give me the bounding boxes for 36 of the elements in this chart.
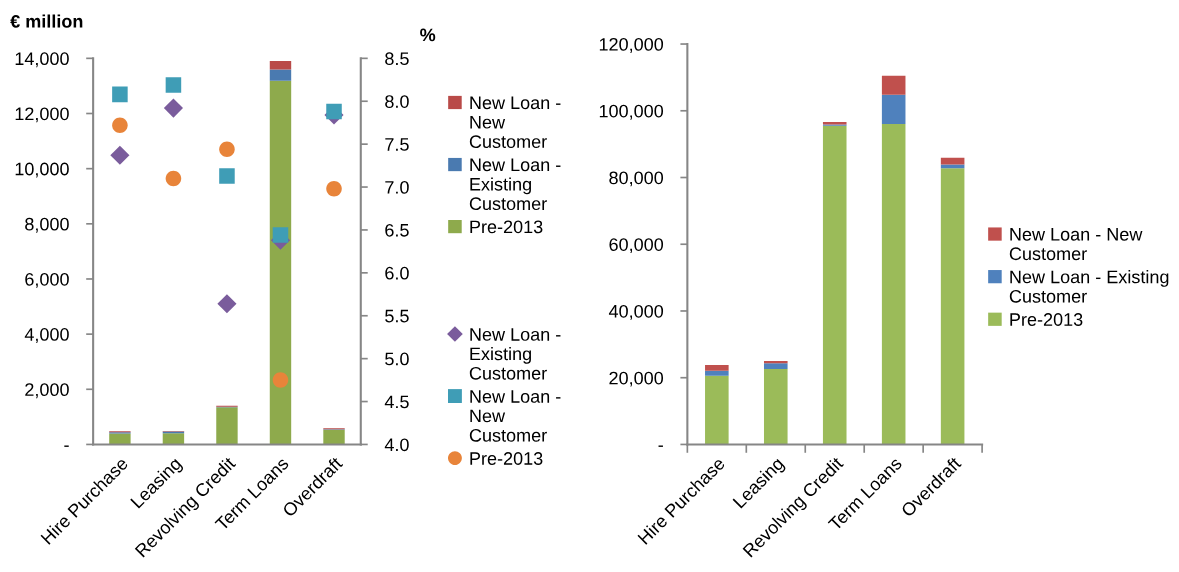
legend-label: New Loan - New Customer xyxy=(469,96,561,149)
y2-tick-label: 7.5 xyxy=(385,138,409,151)
y-axis-title: € million xyxy=(10,14,83,28)
y-tick-label: 14,000 xyxy=(15,52,69,68)
legend-label: Pre-2013 xyxy=(470,452,543,465)
y-tick-label: 40,000 xyxy=(608,304,664,320)
y2-tick-label: 4.5 xyxy=(384,395,409,409)
legend-label: Pre-2013 xyxy=(470,220,543,234)
legend-label: Pre-2013 xyxy=(1010,313,1083,326)
y2-tick-label: 4.0 xyxy=(384,438,409,452)
y-tick-label: 100,000 xyxy=(599,104,664,120)
y-tick-label: 6,000 xyxy=(25,272,69,288)
legend-label: New Loan - Existing Customer xyxy=(469,158,561,211)
legend-label: New Loan - New Customer xyxy=(469,390,561,442)
y-tick-label: - xyxy=(64,445,69,447)
y-tick-label: 2,000 xyxy=(25,383,69,399)
y-tick-label: 120,000 xyxy=(599,37,664,53)
y2-tick-label: 7.0 xyxy=(385,180,409,194)
legend-label: New Loan - New Customer xyxy=(1009,228,1143,261)
y2-tick-label: 5.5 xyxy=(385,309,409,323)
y-tick-label: 60,000 xyxy=(609,238,664,254)
y2-axis-title: % xyxy=(420,28,436,42)
y-tick-label: 10,000 xyxy=(15,162,69,178)
y2-tick-label: 6.5 xyxy=(385,223,409,237)
y2-tick-label: 8.0 xyxy=(385,95,409,108)
y2-tick-label: 8.5 xyxy=(385,52,409,66)
legend-label: New Loan - Existing Customer xyxy=(1009,270,1169,303)
y-tick-label: 4,000 xyxy=(24,328,69,343)
y-tick-label: 12,000 xyxy=(15,107,69,123)
y-tick-label: 20,000 xyxy=(609,371,664,387)
y2-tick-label: 5.0 xyxy=(385,352,409,366)
y-tick-label: 80,000 xyxy=(609,171,664,187)
y-tick-label: 8,000 xyxy=(25,217,69,233)
y2-tick-label: 6.0 xyxy=(385,266,409,280)
legend-label: New Loan - Existing Customer xyxy=(469,328,561,380)
y-tick-label: - xyxy=(658,445,663,447)
